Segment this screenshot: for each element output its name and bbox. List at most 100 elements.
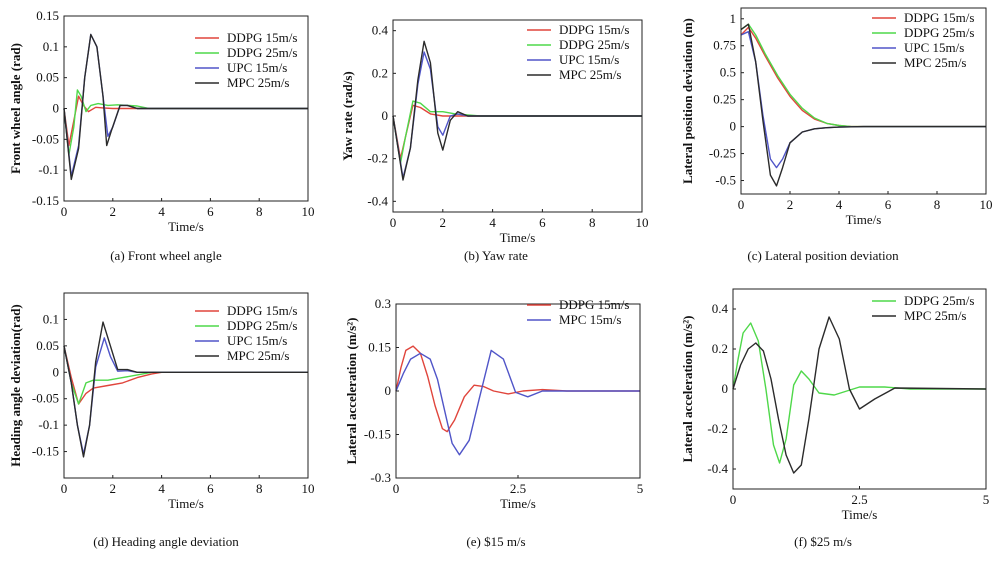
x-tick-label: 8 [256, 481, 263, 496]
legend-entry: DDPG 25m/s [227, 45, 297, 60]
y-tick-label: 0 [722, 381, 729, 396]
y-tick-label: -0.15 [32, 444, 59, 459]
y-tick-label: 0.1 [43, 311, 59, 326]
x-axis-label: Time/s [168, 496, 204, 511]
x-tick-label: 4 [836, 197, 843, 212]
legend-entry: UPC 15m/s [227, 333, 287, 348]
axes-frame [63, 292, 309, 479]
legend-entry: DDPG 25m/s [904, 25, 974, 40]
y-axis-label: Lateral acceleration (m/s²) [680, 316, 695, 463]
y-axis-label: Yaw rate (rad/s) [340, 71, 355, 161]
x-axis-label: Time/s [500, 230, 536, 245]
x-tick-label: 6 [885, 197, 892, 212]
y-tick-label: 0.2 [712, 341, 728, 356]
legend-entry: DDPG 25m/s [904, 293, 974, 308]
y-tick-label: 0.15 [368, 340, 391, 355]
legend-entry: MPC 15m/s [559, 312, 622, 327]
panel-caption: (b) Yaw rate [464, 248, 528, 263]
x-tick-label: 10 [980, 197, 992, 212]
y-tick-label: 0 [382, 108, 389, 123]
y-tick-label: -0.15 [364, 427, 391, 442]
series-line-1 [392, 100, 642, 164]
x-tick-label: 10 [636, 215, 649, 230]
y-tick-label: -0.3 [370, 470, 391, 485]
legend-entry: DDPG 15m/s [559, 297, 629, 312]
y-axis-label: Lateral acceleration (m/s²) [344, 318, 359, 465]
y-tick-label: 0.2 [372, 65, 388, 80]
y-axis-label: Heading angle deviation(rad) [8, 304, 23, 467]
y-tick-label: -0.05 [32, 131, 59, 146]
y-axis-label: Lateral position deviation (m) [680, 18, 695, 184]
x-tick-label: 8 [256, 204, 263, 219]
legend-entry: DDPG 15m/s [227, 303, 297, 318]
series-line-1 [395, 349, 640, 456]
y-tick-label: -0.05 [32, 391, 59, 406]
axes-frame [740, 7, 987, 195]
x-tick-label: 10 [302, 481, 315, 496]
legend-entry: DDPG 25m/s [227, 318, 297, 333]
series-line-3 [740, 23, 986, 187]
legend-entry: DDPG 25m/s [559, 37, 629, 52]
panel-caption: (e) $15 m/s [466, 534, 525, 549]
y-tick-label: -0.2 [707, 421, 728, 436]
x-tick-label: 5 [983, 492, 990, 507]
legend-entry: UPC 15m/s [227, 60, 287, 75]
chart-panel-3: 0 2 4 6 8 10 -0.15 -0.1 -0.05 0 0.05 0.1 Time/s Headi… [8, 292, 315, 549]
y-tick-label: 0.05 [36, 338, 59, 353]
y-tick-label: -0.5 [715, 173, 736, 188]
x-tick-label: 4 [489, 215, 496, 230]
y-tick-label: -0.1 [38, 162, 59, 177]
chart-panel-5: 0 2.5 5 -0.4 -0.2 0 0.2 0.4 Time/s Lateral accele… [680, 288, 990, 549]
y-tick-label: 0.25 [713, 92, 736, 107]
panel-caption: (d) Heading angle deviation [93, 534, 239, 549]
series-line-3 [63, 33, 308, 181]
y-tick-label: 0.4 [712, 301, 729, 316]
x-tick-label: 6 [207, 204, 214, 219]
x-tick-label: 4 [158, 481, 165, 496]
legend-entry: UPC 15m/s [904, 40, 964, 55]
x-tick-label: 2 [110, 204, 117, 219]
x-tick-label: 2 [440, 215, 447, 230]
y-tick-label: -0.4 [367, 193, 388, 208]
x-tick-label: 0 [730, 492, 737, 507]
y-tick-label: 0.4 [372, 23, 389, 38]
x-axis-label: Time/s [842, 507, 878, 522]
chart-panel-2: 0 2 4 6 8 10 -0.5 -0.25 0 0.25 0.5 0.75 1 Time/s Later… [680, 7, 992, 263]
series-line-1 [740, 23, 986, 128]
x-axis-label: Time/s [846, 212, 882, 227]
legend-entry: DDPG 15m/s [904, 10, 974, 25]
y-tick-label: 0.3 [375, 296, 391, 311]
x-tick-label: 8 [934, 197, 941, 212]
x-tick-label: 0 [61, 481, 68, 496]
x-tick-label: 4 [158, 204, 165, 219]
y-tick-label: 0 [730, 119, 737, 134]
x-tick-label: 8 [589, 215, 596, 230]
x-tick-label: 6 [207, 481, 214, 496]
y-tick-label: -0.2 [367, 151, 388, 166]
x-tick-label: 2.5 [851, 492, 867, 507]
x-tick-label: 2 [110, 481, 117, 496]
legend-entry: DDPG 15m/s [227, 30, 297, 45]
y-tick-label: -0.1 [38, 417, 59, 432]
y-tick-label: 0 [385, 383, 392, 398]
x-tick-label: 5 [637, 481, 644, 496]
x-tick-label: 2 [787, 197, 794, 212]
y-tick-label: 0 [53, 364, 60, 379]
y-tick-label: 1 [730, 11, 737, 26]
y-tick-label: 0.05 [36, 70, 59, 85]
y-tick-label: -0.15 [32, 193, 59, 208]
y-tick-label: 0.5 [720, 65, 736, 80]
chart-panel-1: 0 2 4 6 8 10 -0.4 -0.2 0 0.2 0.4 Time/s Yaw rate (ra… [340, 19, 649, 263]
panel-caption: (c) Lateral position deviation [747, 248, 899, 263]
legend-entry: MPC 25m/s [227, 348, 290, 363]
legend-entry: MPC 25m/s [904, 55, 967, 70]
legend-entry: DDPG 15m/s [559, 22, 629, 37]
series-line-0 [395, 345, 640, 433]
x-tick-label: 10 [302, 204, 315, 219]
